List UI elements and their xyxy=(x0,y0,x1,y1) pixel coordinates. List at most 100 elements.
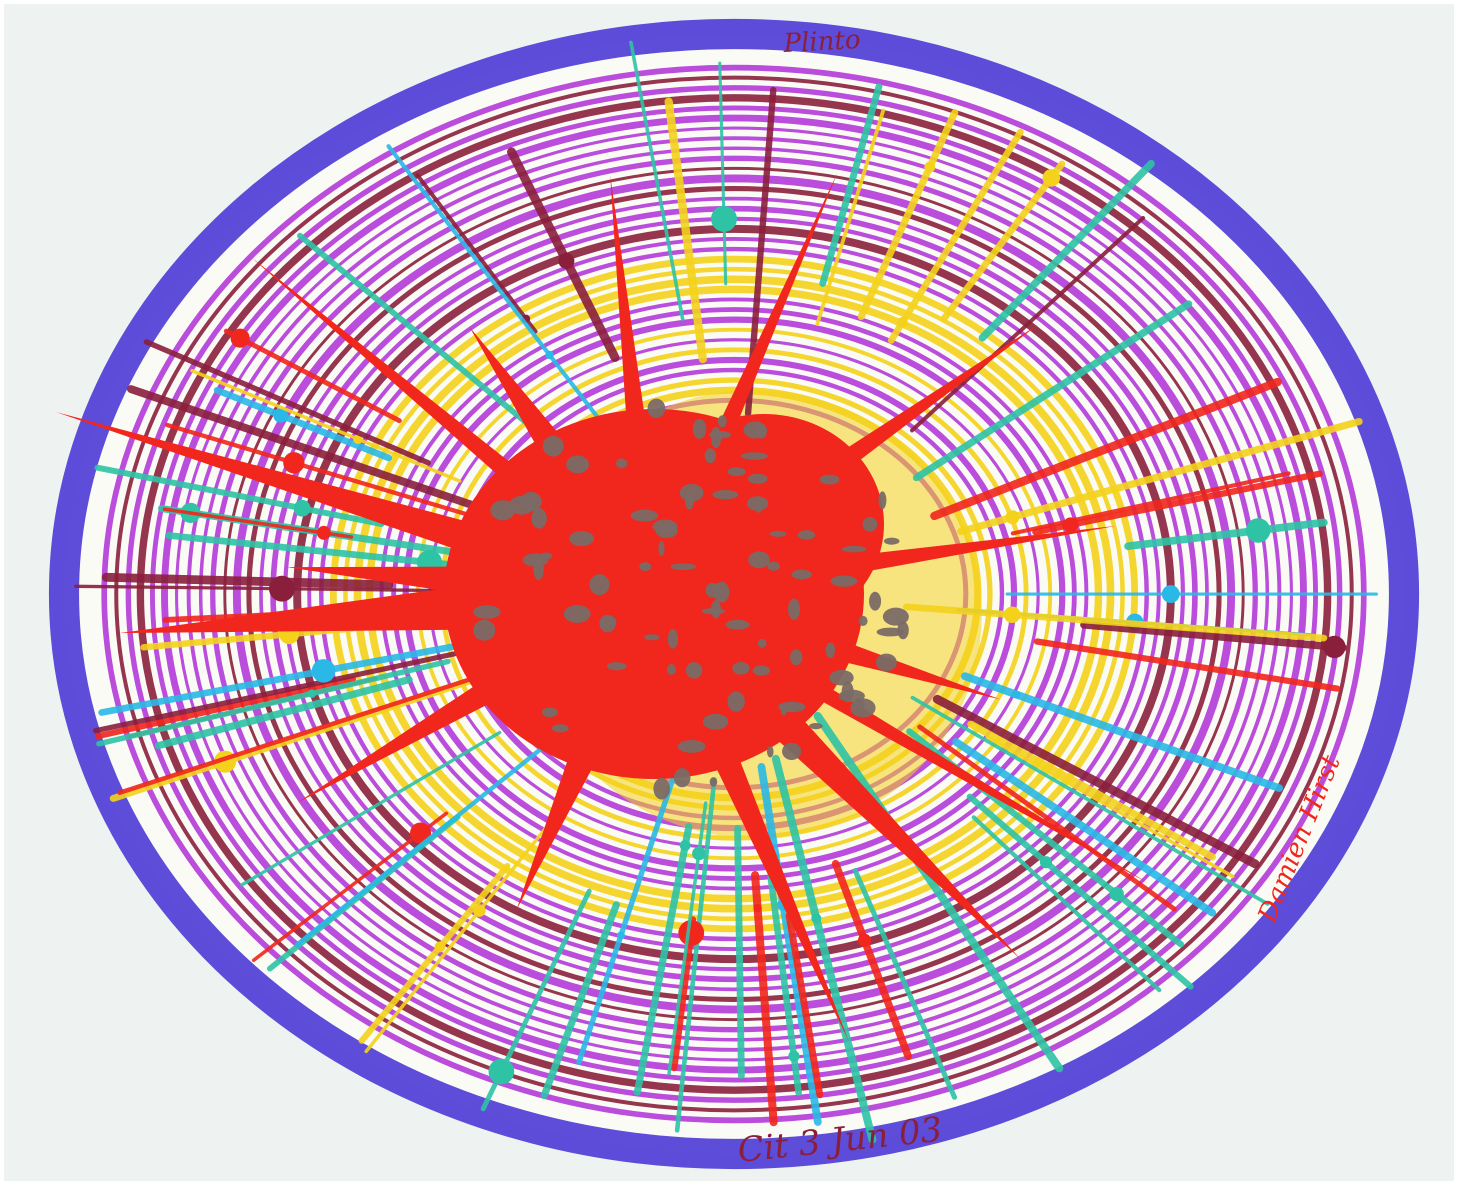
grey-spot xyxy=(712,490,739,500)
grey-spot xyxy=(767,561,780,571)
paint-spatter xyxy=(678,920,705,946)
paint-spatter xyxy=(1161,585,1180,604)
grey-spot xyxy=(790,649,803,666)
grey-spot xyxy=(819,474,840,485)
grey-spot xyxy=(727,691,745,712)
grey-spot xyxy=(563,604,591,623)
grey-spot xyxy=(708,430,732,439)
paint-spatter xyxy=(897,316,908,328)
grey-spot xyxy=(551,724,569,733)
grey-spot xyxy=(883,537,900,545)
paint-drip xyxy=(971,815,1162,993)
paint-drip xyxy=(98,632,517,716)
grey-spot xyxy=(748,551,770,569)
paint-drip xyxy=(1080,621,1348,652)
grey-spot xyxy=(747,473,768,484)
paint-spatter xyxy=(692,846,706,861)
paint-drip xyxy=(912,300,1193,482)
paint-drip xyxy=(917,724,1177,912)
grey-spot xyxy=(717,415,727,428)
splat-arm xyxy=(651,525,1116,610)
grey-spot xyxy=(755,424,767,439)
paint-drip xyxy=(213,386,393,462)
paint-drip xyxy=(978,159,1155,342)
paint-drip xyxy=(1124,518,1328,551)
paint-drip xyxy=(386,144,626,454)
grey-spot xyxy=(769,530,787,537)
paint-drip xyxy=(358,862,511,1044)
grey-spot xyxy=(876,627,905,637)
grey-spot xyxy=(541,707,558,718)
splat-arm xyxy=(635,587,849,1042)
paint-spatter xyxy=(1003,606,1021,624)
grey-spot xyxy=(878,491,887,510)
splat-arm xyxy=(634,577,1021,959)
paint-spatter xyxy=(273,407,288,423)
grey-spot xyxy=(673,768,691,788)
grey-spot xyxy=(850,698,876,718)
paint-drip xyxy=(240,730,502,887)
paint-drip xyxy=(718,61,728,286)
paint-drip xyxy=(940,160,1066,322)
paint-drip xyxy=(734,825,745,1079)
paint-drip xyxy=(664,97,707,364)
grey-spot xyxy=(473,605,501,619)
paint-spatter xyxy=(1245,518,1271,543)
grey-spot xyxy=(644,634,660,641)
grey-spot xyxy=(630,509,659,522)
grey-spot xyxy=(711,600,721,619)
paint-spatter xyxy=(1012,690,1021,699)
grey-spot xyxy=(639,562,652,572)
paint-drip xyxy=(1032,470,1323,536)
paint-spatter xyxy=(1042,169,1061,187)
grey-spot xyxy=(667,628,679,649)
grey-spot xyxy=(677,740,706,753)
grey-spot xyxy=(829,669,854,686)
paint-drip xyxy=(633,823,693,1096)
paint-drip xyxy=(96,658,451,747)
paint-drip xyxy=(223,328,402,424)
grey-spot xyxy=(740,452,768,460)
paint-spatter xyxy=(753,903,762,913)
paint-drip xyxy=(967,720,1216,861)
paint-drip xyxy=(857,109,959,321)
grey-spot xyxy=(713,581,730,603)
paint-spatter xyxy=(1109,886,1124,902)
grey-spot xyxy=(882,607,909,626)
grey-spot xyxy=(755,501,763,513)
grey-spot xyxy=(520,491,542,512)
grey-spot xyxy=(670,563,697,571)
paint-spatter xyxy=(679,839,691,851)
grey-spot xyxy=(797,530,816,540)
paint-drip xyxy=(815,108,886,327)
grey-spot xyxy=(841,545,867,553)
paint-drip xyxy=(576,749,685,1065)
splat-arm xyxy=(297,575,667,803)
grey-spot xyxy=(752,665,771,676)
paint-spatter xyxy=(434,941,446,953)
splat-arm xyxy=(251,257,664,604)
grey-spot xyxy=(709,777,718,787)
grey-spot xyxy=(766,745,774,758)
grey-spot xyxy=(589,574,610,596)
grey-spot xyxy=(830,575,858,587)
grey-spot xyxy=(869,591,882,611)
grey-spot xyxy=(757,638,767,648)
grey-spot xyxy=(658,540,665,557)
grey-spot xyxy=(566,455,590,474)
paint-drip xyxy=(887,128,1024,344)
grey-spot xyxy=(825,642,836,659)
paint-drip xyxy=(190,368,462,483)
paint-drip xyxy=(540,901,620,1100)
paint-drip xyxy=(94,676,357,740)
paint-drip xyxy=(813,711,1064,1073)
grey-spot xyxy=(606,662,627,671)
splat-arm xyxy=(642,324,1039,608)
paint-drip xyxy=(94,464,385,528)
paint-drip xyxy=(902,603,1328,642)
inscription-top: Plinto xyxy=(782,25,861,59)
splat-arm xyxy=(286,566,657,622)
paint-spatter xyxy=(1005,510,1020,525)
paint-drip xyxy=(93,651,457,734)
